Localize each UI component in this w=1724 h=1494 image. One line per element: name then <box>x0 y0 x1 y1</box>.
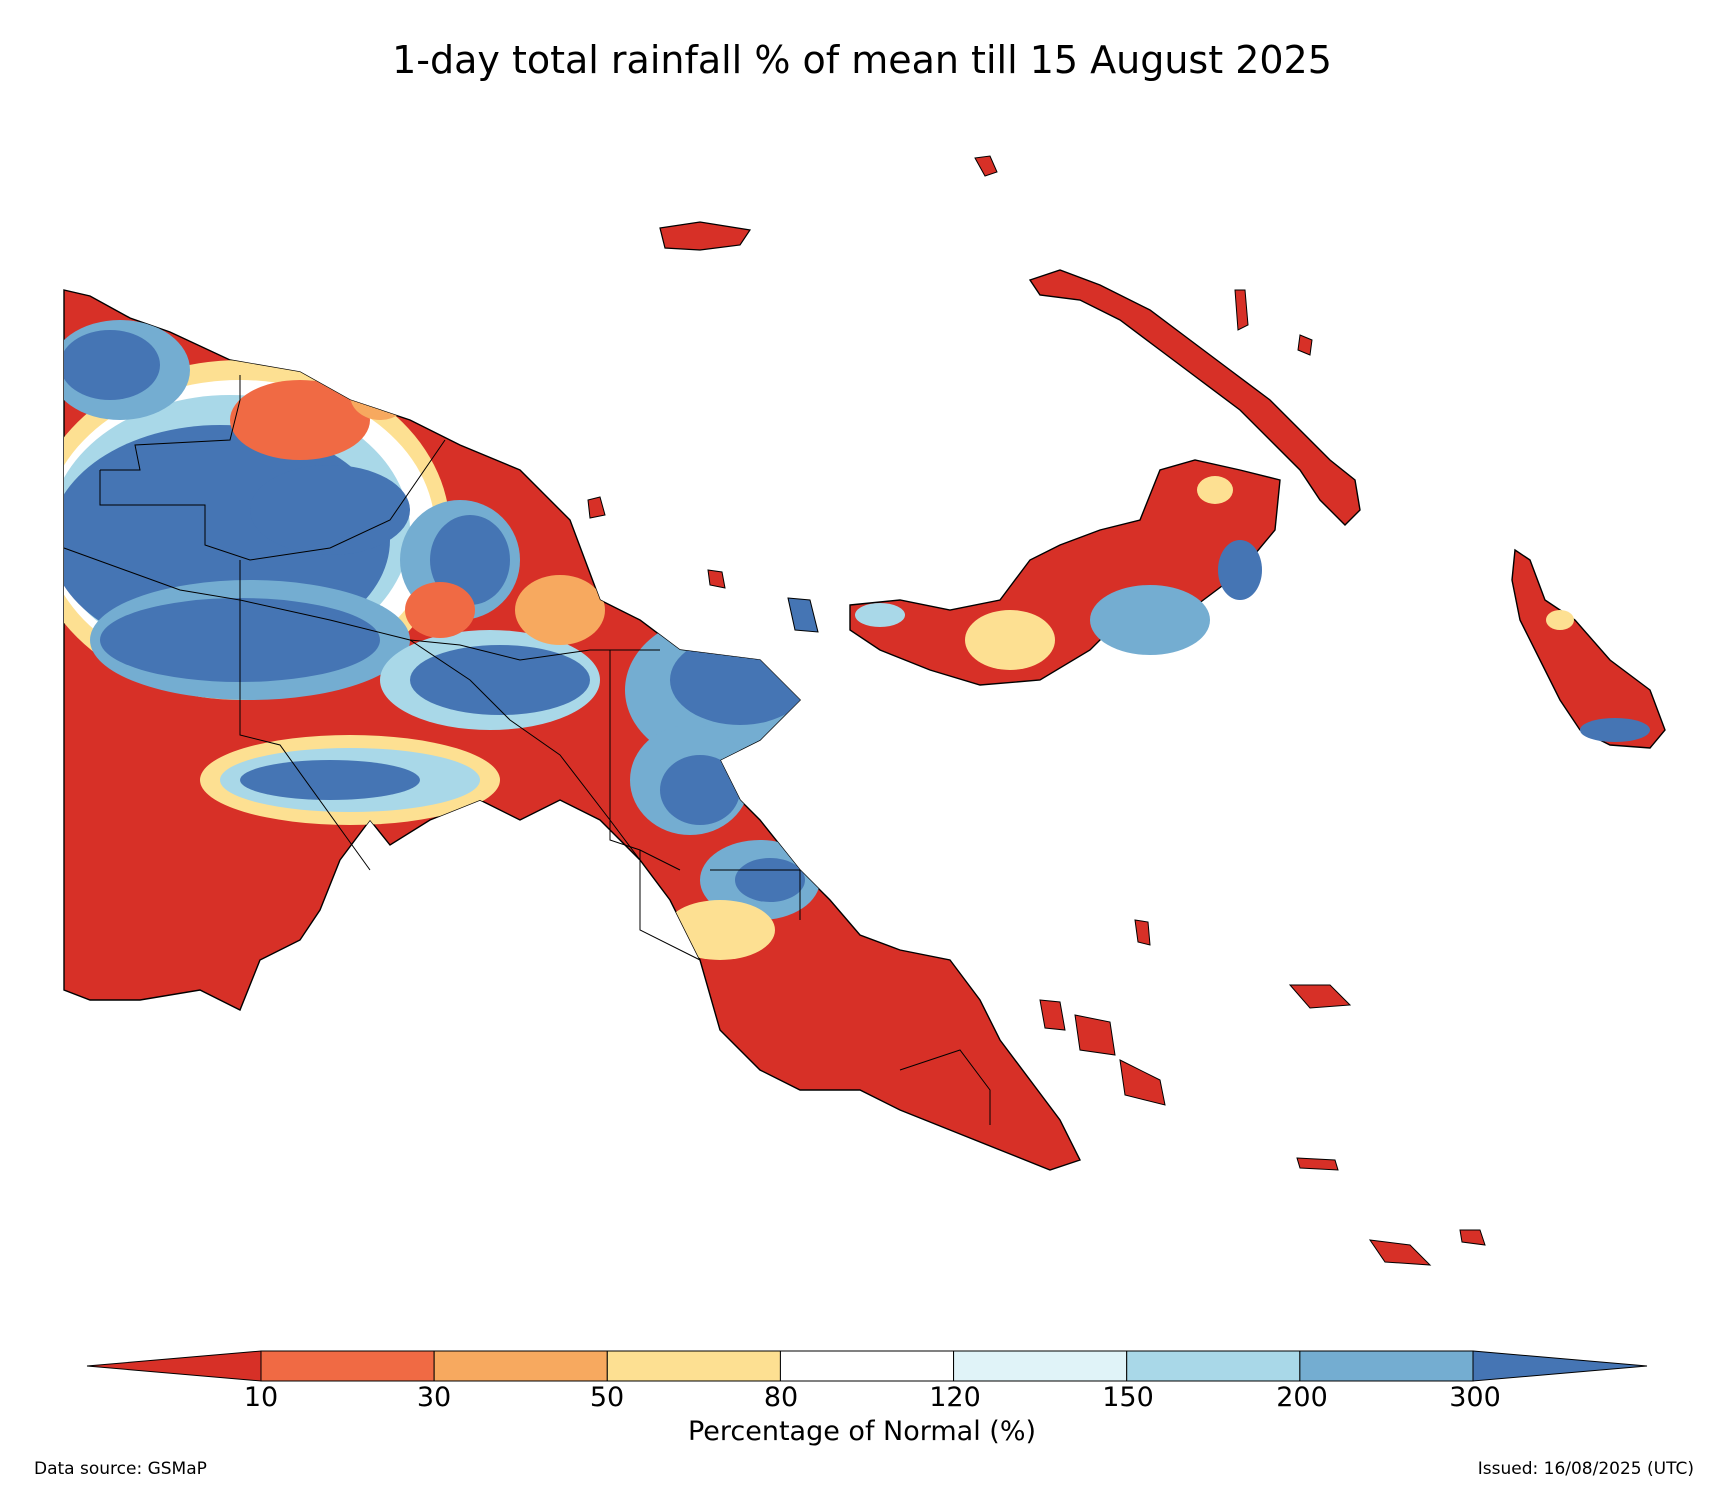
colorbar-segment <box>260 1350 435 1382</box>
colorbar-segments <box>86 1350 1648 1382</box>
bougainville <box>1511 548 1666 749</box>
mainland <box>63 289 1081 1171</box>
colorbar-tick-50: 50 <box>589 1382 625 1413</box>
colorbar-label: Percentage of Normal (%) <box>687 1416 1037 1447</box>
data-source: Data source: GSMaP <box>34 1459 207 1479</box>
new-ireland <box>1028 269 1361 526</box>
colorbar-segment <box>953 1350 1128 1382</box>
map-title: 1-day total rainfall % of mean till 15 A… <box>392 38 1332 82</box>
small-islands <box>587 155 1486 1266</box>
colorbar-tick-10: 10 <box>243 1382 279 1413</box>
colorbar-segment <box>1472 1350 1648 1382</box>
colorbar-tick-120: 120 <box>929 1382 981 1413</box>
colorbar-tick-150: 150 <box>1102 1382 1154 1413</box>
colorbar-segment <box>433 1350 608 1382</box>
issued-date: Issued: 16/08/2025 (UTC) <box>1477 1459 1694 1479</box>
colorbar-segment <box>1126 1350 1301 1382</box>
new-britain <box>849 459 1281 686</box>
colorbar-tick-300: 300 <box>1449 1382 1501 1413</box>
colorbar-segment <box>606 1350 781 1382</box>
colorbar-segment <box>1299 1350 1474 1382</box>
colorbar-segment <box>779 1350 955 1382</box>
colorbar-segment <box>86 1350 262 1382</box>
colorbar-tick-30: 30 <box>416 1382 452 1413</box>
manus-island <box>659 221 752 251</box>
colorbar-tick-200: 200 <box>1276 1382 1328 1413</box>
colorbar-tick-80: 80 <box>763 1382 799 1413</box>
